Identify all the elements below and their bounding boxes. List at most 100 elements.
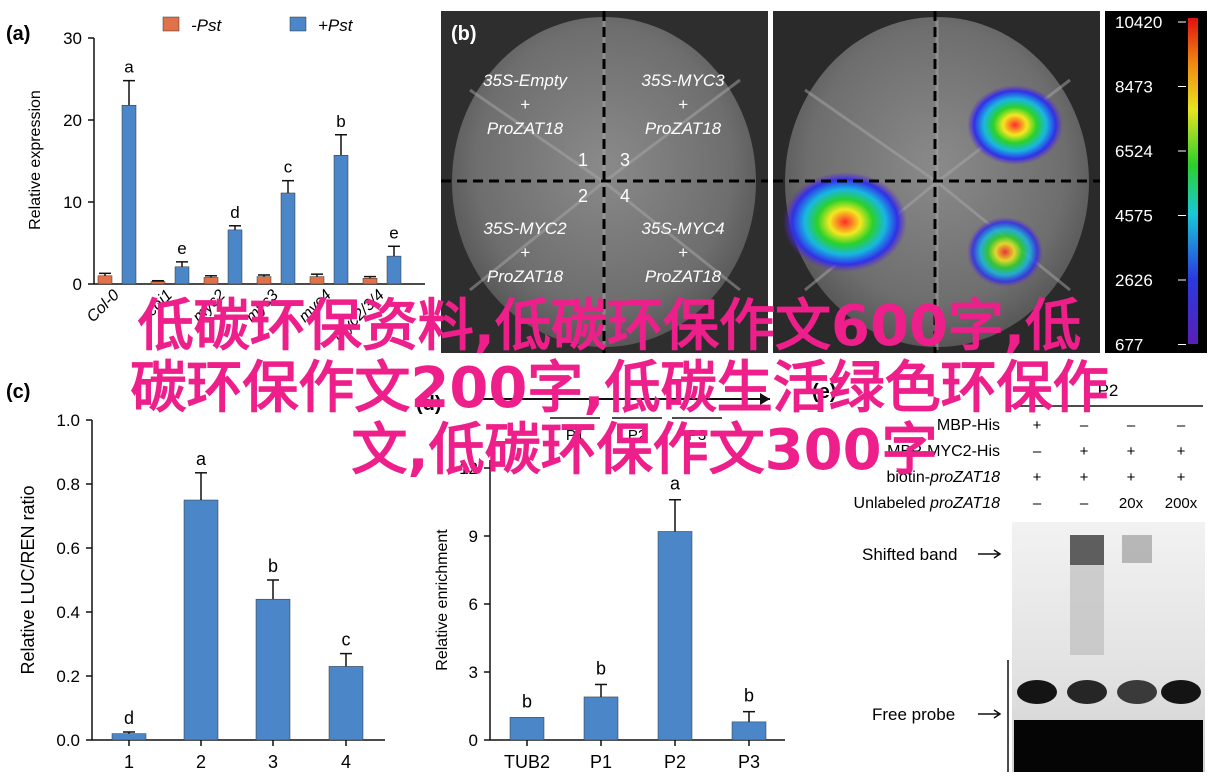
panel-c-xtick-label: 3 — [268, 752, 278, 772]
emsa-cell-lane2: + — [1080, 469, 1089, 486]
panel-a-ylabel: Relative expression — [27, 90, 44, 230]
free-probe-band-bottom — [1014, 720, 1203, 772]
panel-a-xtick-label: myc4 — [296, 287, 335, 326]
luminescence-signal-4 — [967, 217, 1043, 287]
significance-letter: b — [336, 112, 345, 131]
bar-plus-pst-4 — [333, 155, 349, 285]
emsa-cell-lane3: 20x — [1119, 495, 1144, 512]
bar-minus-pst-5 — [362, 278, 378, 285]
significance-letter: a — [124, 58, 134, 77]
emsa-row-label: biotin-proZAT18 — [886, 469, 1000, 486]
quadrant-number-3: 3 — [620, 150, 630, 170]
panel-a-ytick-label: 10 — [63, 193, 82, 212]
bar-plus-pst-1 — [174, 266, 190, 285]
quadrant-4-line-3: ProZAT18 — [645, 267, 722, 286]
panel-d-bars: b TUB2 b P1 a P2 b P3 — [504, 474, 767, 772]
significance-letter: a — [670, 474, 681, 494]
bar-plus-pst-0 — [121, 104, 137, 285]
significance-letter: b — [522, 691, 532, 711]
emsa-row-name: biotin- — [886, 469, 930, 486]
emsa-cell-lane4: + — [1177, 443, 1186, 460]
panel-a-xtick-label: myc2 — [190, 287, 229, 326]
promoter-arrow — [760, 393, 770, 405]
quadrant-3-line-3: ProZAT18 — [487, 267, 564, 286]
free-probe-band-lane1-upper — [1017, 680, 1057, 704]
panel-e-label: (e) — [812, 381, 836, 403]
emsa-cell-lane2: – — [1080, 495, 1089, 512]
bar-plus-pst-2 — [227, 229, 243, 285]
bar-condition-4 — [328, 666, 364, 741]
bar-p1 — [583, 696, 619, 741]
emsa-cell-lane4: + — [1177, 469, 1186, 486]
significance-letter: a — [196, 449, 207, 469]
fragment-p2-label: P2 — [628, 427, 646, 444]
quadrant-number-1: 1 — [578, 150, 588, 170]
panel-a-yticks: 0 10 20 30 — [63, 29, 94, 294]
legend-swatch-plus — [289, 16, 307, 32]
legend-swatch-minus — [162, 16, 180, 32]
emsa-row-name: MBP-MYC2-His — [887, 443, 1000, 460]
panel-d-ytick-label: 9 — [469, 527, 478, 546]
emsa-cell-lane4: 200x — [1165, 495, 1198, 512]
bar-p3 — [731, 721, 767, 741]
significance-letter: d — [124, 708, 134, 728]
significance-letter: b — [268, 556, 278, 576]
panel-c-ytick-label: 0.2 — [56, 667, 80, 686]
emsa-cell-lane2: + — [1080, 443, 1089, 460]
shifted-band-lane2 — [1070, 535, 1104, 565]
panel-c-ytick-label: 0.8 — [56, 475, 80, 494]
color-scale-value: 8473 — [1115, 78, 1153, 97]
significance-letter: c — [284, 158, 293, 177]
panel-d-yticks: 0 3 6 9 12 — [459, 459, 490, 750]
shifted-band-label: Shifted band — [862, 545, 957, 564]
legend-label-plus: +Pst — [318, 16, 354, 35]
bar-minus-pst-3 — [256, 276, 272, 285]
bar-minus-pst-1 — [150, 281, 166, 285]
luminescence-signal-2 — [783, 172, 907, 272]
bar-p2 — [657, 531, 693, 741]
bar-condition-2 — [183, 499, 219, 741]
panel-c-ytick-label: 0.4 — [56, 603, 80, 622]
quadrant-2-line-2: + — [678, 95, 688, 114]
free-probe-label: Free probe — [872, 705, 955, 724]
color-scale-value: 6524 — [1115, 142, 1153, 161]
emsa-row-name-italic: proZAT18 — [929, 495, 1000, 512]
panel-d-xtick-label: P2 — [664, 752, 686, 772]
bar-minus-pst-2 — [203, 277, 219, 285]
panel-a-bars: a e d c b e — [97, 58, 402, 285]
significance-letter: b — [596, 658, 606, 678]
panel-d-ylabel: Relative enrichment — [434, 529, 451, 671]
panel-c-xtick-label: 2 — [196, 752, 206, 772]
panel-b-quadrant-labels: 35S-Empty + ProZAT18 35S-MYC3 + ProZAT18 35S-M… — [483, 71, 725, 286]
smear-lane2 — [1070, 565, 1104, 655]
panel-d: (d) P1 P2 P3 Relative enrichment 036912 … — [416, 393, 785, 772]
panel-c-ylabel: Relative LUC/REN ratio — [18, 485, 38, 674]
panel-d-xtick-label: TUB2 — [504, 752, 550, 772]
panel-a-xtick-label: myc3 — [243, 287, 282, 326]
emsa-row-name: MBP-His — [937, 417, 1000, 434]
panel-c-yticks: 0.0 0.2 0.4 0.6 0.8 1.0 — [56, 411, 92, 750]
emsa-row-label: Unlabeled proZAT18 — [854, 495, 1001, 512]
emsa-cell-lane3: + — [1127, 469, 1136, 486]
bar-plus-pst-5 — [386, 255, 402, 285]
color-scale-value: 4575 — [1115, 207, 1153, 226]
panel-e: (e) P2 MBP-His + – – – MBP-MYC2-His – + + + biotin… — [812, 381, 1205, 772]
color-scale-bar — [1188, 18, 1198, 344]
panel-a-xtick-label: myc2/3/4 — [330, 287, 388, 345]
panel-a: (a) Relative expression -Pst +Pst 0 10 20 3… — [6, 16, 425, 345]
panel-d-ytick-label: 3 — [469, 663, 478, 682]
shifted-band-arrow — [978, 549, 1002, 559]
emsa-row-label: MBP-MYC2-His — [887, 443, 1000, 460]
panel-a-ytick-label: 20 — [63, 111, 82, 130]
probe-label: P2 — [1098, 381, 1119, 400]
panel-a-label: (a) — [6, 23, 30, 45]
panel-d-ytick-label: 12 — [459, 459, 478, 478]
bar-tub2 — [509, 717, 545, 741]
panel-d-xtick-label: P3 — [738, 752, 760, 772]
panel-c: (c) Relative LUC/REN ratio 0.00.20.40.60… — [6, 381, 385, 772]
panel-a-xtick-label: Col-0 — [84, 287, 123, 326]
panel-c-ytick-label: 0.0 — [56, 731, 80, 750]
bar-minus-pst-4 — [309, 276, 325, 285]
emsa-condition-table: MBP-His + – – – MBP-MYC2-His – + + + biotin-proZAT… — [854, 417, 1198, 512]
emsa-cell-lane1: + — [1033, 469, 1042, 486]
